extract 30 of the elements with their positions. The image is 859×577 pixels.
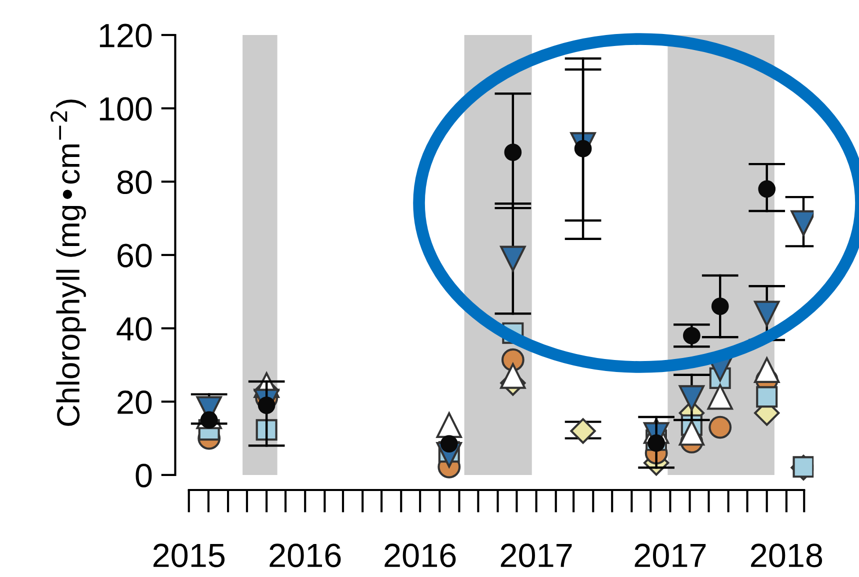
- point: [574, 140, 592, 158]
- point: [200, 411, 218, 429]
- point: [500, 363, 526, 389]
- x-tick-label: 2017: [634, 544, 706, 568]
- point: [754, 300, 780, 326]
- x-tick-label: 2016: [270, 544, 341, 568]
- point: [754, 357, 780, 383]
- point: [711, 298, 729, 315]
- y-tick-label: 20: [118, 390, 152, 414]
- y-tick-label: 120: [100, 24, 152, 48]
- point: [758, 180, 776, 198]
- point: [683, 326, 700, 344]
- point: [678, 385, 705, 411]
- y-tick-label: 0: [136, 464, 152, 488]
- x-tick-label: 2016: [384, 544, 456, 568]
- x-tick-label: 2018: [751, 544, 822, 568]
- y-tick-label: 80: [117, 170, 152, 194]
- point: [708, 416, 732, 439]
- point: [707, 384, 733, 410]
- x-tick-label: 2017: [500, 544, 572, 568]
- x-tick-label: 2015: [153, 544, 225, 568]
- point: [570, 418, 596, 444]
- point: [756, 386, 778, 408]
- y-tick-label: 60: [118, 244, 152, 268]
- y-axis-title: Chlorophyll (mg•cm$^{−2}$): [50, 100, 86, 426]
- y-tick-label: 40: [116, 317, 152, 341]
- point: [504, 144, 522, 162]
- point: [678, 420, 705, 446]
- point: [500, 246, 526, 272]
- y-tick-label: 100: [100, 97, 152, 121]
